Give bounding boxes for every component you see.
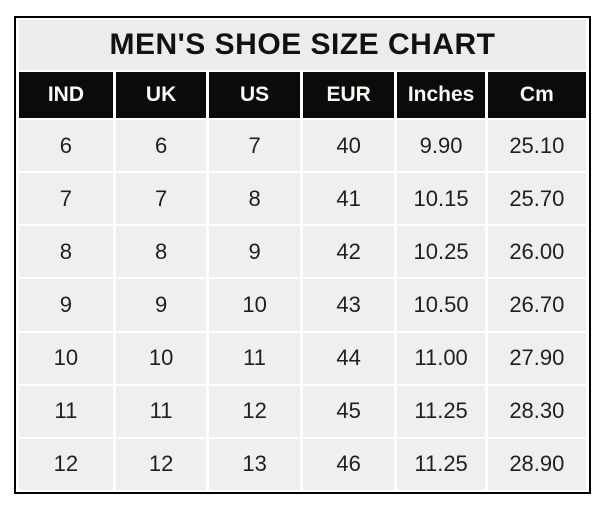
cell-us: 8	[209, 173, 300, 225]
cell-ind: 9	[19, 279, 113, 331]
cell-uk: 11	[115, 385, 207, 437]
cell-eur: 43	[302, 279, 395, 331]
cell-cm: 25.70	[487, 173, 586, 225]
cell-ind: 11	[19, 385, 113, 437]
column-header-cm: Cm	[487, 72, 586, 118]
cell-eur: 41	[302, 173, 395, 225]
cell-eur: 42	[302, 226, 395, 278]
cell-inches: 11.00	[397, 332, 485, 384]
shoe-size-chart-table: MEN'S SHOE SIZE CHART IND UK US EUR Inch…	[14, 16, 591, 494]
table-row: 9 9 10 43 10.50 26.70	[19, 279, 586, 331]
cell-inches: 11.25	[397, 438, 485, 490]
cell-ind: 7	[19, 173, 113, 225]
cell-cm: 28.90	[487, 438, 586, 490]
cell-eur: 45	[302, 385, 395, 437]
table-row: 7 7 8 41 10.15 25.70	[19, 173, 586, 225]
cell-eur: 40	[302, 120, 395, 172]
cell-uk: 9	[115, 279, 207, 331]
cell-uk: 7	[115, 173, 207, 225]
cell-us: 11	[209, 332, 300, 384]
cell-us: 13	[209, 438, 300, 490]
cell-ind: 8	[19, 226, 113, 278]
column-header-eur: EUR	[302, 72, 395, 118]
cell-eur: 44	[302, 332, 395, 384]
header-row: IND UK US EUR Inches Cm	[19, 72, 586, 118]
column-header-us: US	[209, 72, 300, 118]
cell-us: 12	[209, 385, 300, 437]
cell-uk: 8	[115, 226, 207, 278]
cell-uk: 10	[115, 332, 207, 384]
table-row: 12 12 13 46 11.25 28.90	[19, 438, 586, 490]
cell-ind: 6	[19, 120, 113, 172]
cell-eur: 46	[302, 438, 395, 490]
cell-inches: 10.25	[397, 226, 485, 278]
cell-cm: 28.30	[487, 385, 586, 437]
cell-inches: 10.50	[397, 279, 485, 331]
cell-uk: 6	[115, 120, 207, 172]
chart-title: MEN'S SHOE SIZE CHART	[19, 20, 586, 70]
table-row: 10 10 11 44 11.00 27.90	[19, 332, 586, 384]
cell-inches: 9.90	[397, 120, 485, 172]
table-row: 11 11 12 45 11.25 28.30	[19, 385, 586, 437]
cell-uk: 12	[115, 438, 207, 490]
column-header-inches: Inches	[397, 72, 485, 118]
title-row: MEN'S SHOE SIZE CHART	[19, 20, 586, 70]
cell-inches: 11.25	[397, 385, 485, 437]
column-header-uk: UK	[115, 72, 207, 118]
cell-us: 10	[209, 279, 300, 331]
table-row: 6 6 7 40 9.90 25.10	[19, 120, 586, 172]
cell-cm: 26.70	[487, 279, 586, 331]
table-row: 8 8 9 42 10.25 26.00	[19, 226, 586, 278]
cell-cm: 25.10	[487, 120, 586, 172]
cell-us: 7	[209, 120, 300, 172]
cell-inches: 10.15	[397, 173, 485, 225]
column-header-ind: IND	[19, 72, 113, 118]
cell-cm: 27.90	[487, 332, 586, 384]
cell-ind: 10	[19, 332, 113, 384]
cell-us: 9	[209, 226, 300, 278]
cell-cm: 26.00	[487, 226, 586, 278]
cell-ind: 12	[19, 438, 113, 490]
